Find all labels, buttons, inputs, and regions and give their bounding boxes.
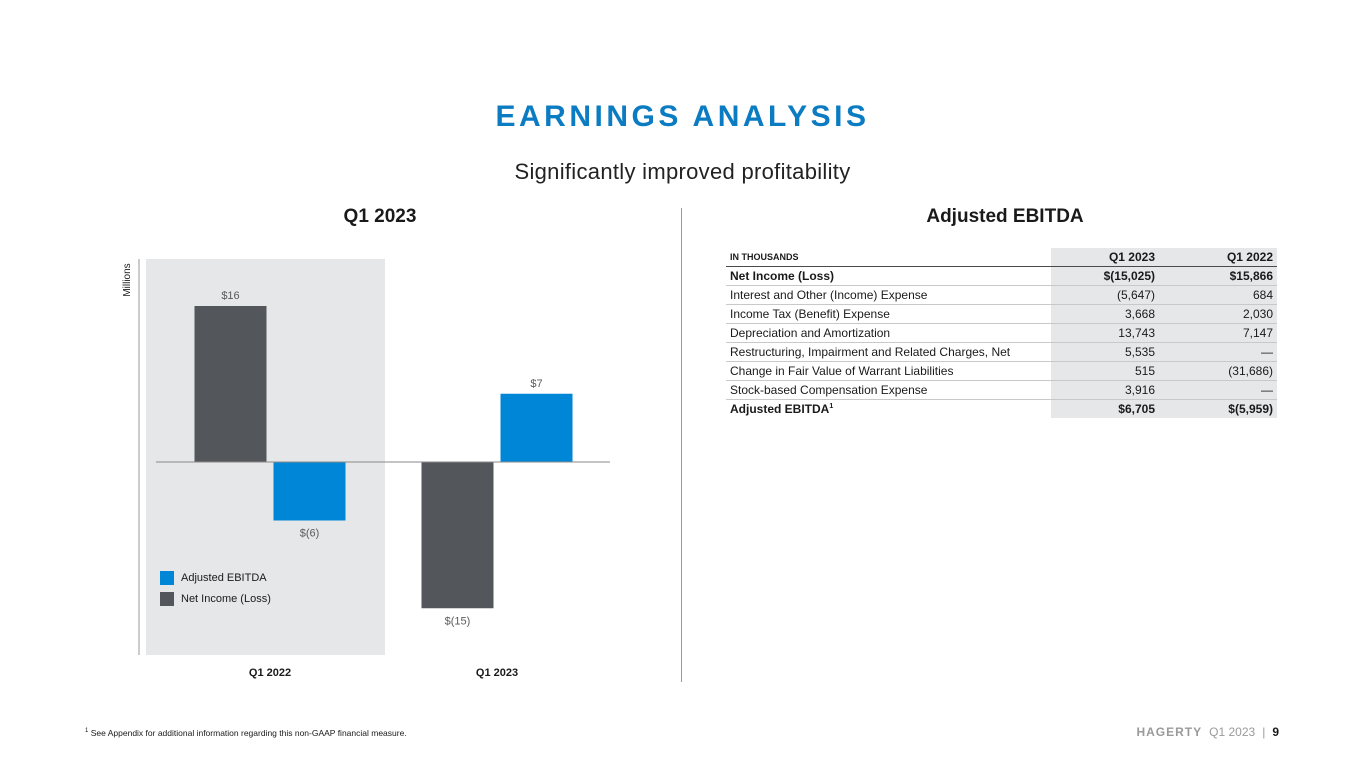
footnote-marker: 1	[85, 728, 89, 735]
total-label-text: Adjusted EBITDA	[730, 402, 830, 416]
chart-title: Q1 2023	[343, 206, 417, 227]
row-value-q1-2022: (31,686)	[1159, 361, 1277, 381]
legend-swatch-adjusted-ebitda	[160, 571, 174, 585]
table-row: Stock-based Compensation Expense 3,916 —	[726, 380, 1277, 400]
bar-net-income-q1-2023	[421, 462, 494, 609]
row-value-q1-2023: 5,535	[1051, 342, 1159, 362]
row-label: Restructuring, Impairment and Related Ch…	[730, 345, 1011, 359]
bar-adjusted-ebitda-q1-2022	[273, 462, 346, 521]
table-total-row: Adjusted EBITDA1 $6,705 $(5,959)	[726, 399, 1277, 419]
data-label: $7	[530, 378, 542, 390]
total-footnote-marker: 1	[829, 403, 834, 410]
total-row-label: Adjusted EBITDA1	[726, 400, 1051, 419]
footer-period: Q1 2023	[1209, 725, 1256, 739]
row-value-q1-2023: 3,916	[1051, 380, 1159, 400]
table-title: Adjusted EBITDA	[926, 206, 1084, 227]
bars-layer	[194, 306, 573, 609]
table-row: Restructuring, Impairment and Related Ch…	[726, 342, 1277, 362]
category-label: Q1 2023	[476, 667, 518, 679]
row-value-q1-2022: 2,030	[1159, 304, 1277, 324]
page-subtitle: Significantly improved profitability	[514, 159, 851, 184]
data-labels-layer: $16 $(6) $(15) $7	[221, 290, 542, 627]
table-header-q1-2022: Q1 2022	[1159, 248, 1277, 267]
footnote: 1 See Appendix for additional informatio…	[85, 728, 407, 738]
chart-legend: Adjusted EBITDA Net Income (Loss)	[160, 571, 271, 613]
row-value-q1-2023: 3,668	[1051, 304, 1159, 324]
row-value-q1-2022: —	[1159, 380, 1277, 400]
table-header-row: IN THOUSANDS Q1 2023 Q1 2022	[726, 248, 1277, 267]
row-label: Stock-based Compensation Expense	[730, 383, 928, 397]
section-divider	[681, 208, 682, 682]
adjusted-ebitda-table: IN THOUSANDS Q1 2023 Q1 2022 Net Income …	[726, 248, 1277, 418]
total-value-q1-2022: $(5,959)	[1159, 399, 1277, 418]
category-labels-layer: Q1 2022 Q1 2023	[249, 667, 518, 679]
row-value-q1-2023: 515	[1051, 361, 1159, 381]
row-value-q1-2022: —	[1159, 342, 1277, 362]
earnings-bar-chart: Millions $16 $(6) $(15) $7 Q1 2022 Q1 2023	[122, 259, 610, 679]
row-label: Net Income (Loss)	[730, 269, 835, 283]
row-label: Income Tax (Benefit) Expense	[730, 307, 890, 321]
page-footer: HAGERTY Q1 2023 | 9	[1136, 725, 1279, 739]
legend-item-net-income: Net Income (Loss)	[160, 592, 271, 606]
table-header-q1-2023: Q1 2023	[1051, 248, 1159, 267]
table-row: Net Income (Loss) $(15,025) $15,866	[726, 266, 1277, 286]
data-label: $(15)	[445, 615, 471, 627]
row-value-q1-2023: $(15,025)	[1051, 266, 1159, 286]
page-number: 9	[1272, 725, 1279, 739]
row-value-q1-2022: 7,147	[1159, 323, 1277, 343]
row-value-q1-2022: 684	[1159, 285, 1277, 305]
data-label: $16	[221, 290, 239, 302]
row-label: Depreciation and Amortization	[730, 326, 891, 340]
row-label: Interest and Other (Income) Expense	[730, 288, 928, 302]
total-value-q1-2023: $6,705	[1051, 399, 1159, 418]
table-row: Change in Fair Value of Warrant Liabilit…	[726, 361, 1277, 381]
table-row: Interest and Other (Income) Expense (5,6…	[726, 285, 1277, 305]
footer-separator: |	[1262, 725, 1266, 739]
table-row: Depreciation and Amortization 13,743 7,1…	[726, 323, 1277, 343]
row-value-q1-2023: 13,743	[1051, 323, 1159, 343]
y-axis-label: Millions	[122, 263, 133, 296]
category-label: Q1 2022	[249, 667, 291, 679]
row-value-q1-2023: (5,647)	[1051, 285, 1159, 305]
table-header-label: IN THOUSANDS	[730, 252, 799, 262]
bar-adjusted-ebitda-q1-2023	[500, 393, 573, 462]
bar-net-income-q1-2022	[194, 306, 267, 462]
data-label: $(6)	[300, 528, 320, 540]
legend-label-adjusted-ebitda: Adjusted EBITDA	[181, 572, 267, 584]
legend-item-adjusted-ebitda: Adjusted EBITDA	[160, 571, 271, 585]
page-title: EARNINGS ANALYSIS	[495, 100, 870, 133]
footer-brand: HAGERTY	[1136, 725, 1203, 739]
legend-swatch-net-income	[160, 592, 174, 606]
table-row: Income Tax (Benefit) Expense 3,668 2,030	[726, 304, 1277, 324]
row-label: Change in Fair Value of Warrant Liabilit…	[730, 364, 954, 378]
legend-label-net-income: Net Income (Loss)	[181, 593, 271, 605]
row-value-q1-2022: $15,866	[1159, 266, 1277, 286]
footnote-text: See Appendix for additional information …	[90, 728, 407, 738]
